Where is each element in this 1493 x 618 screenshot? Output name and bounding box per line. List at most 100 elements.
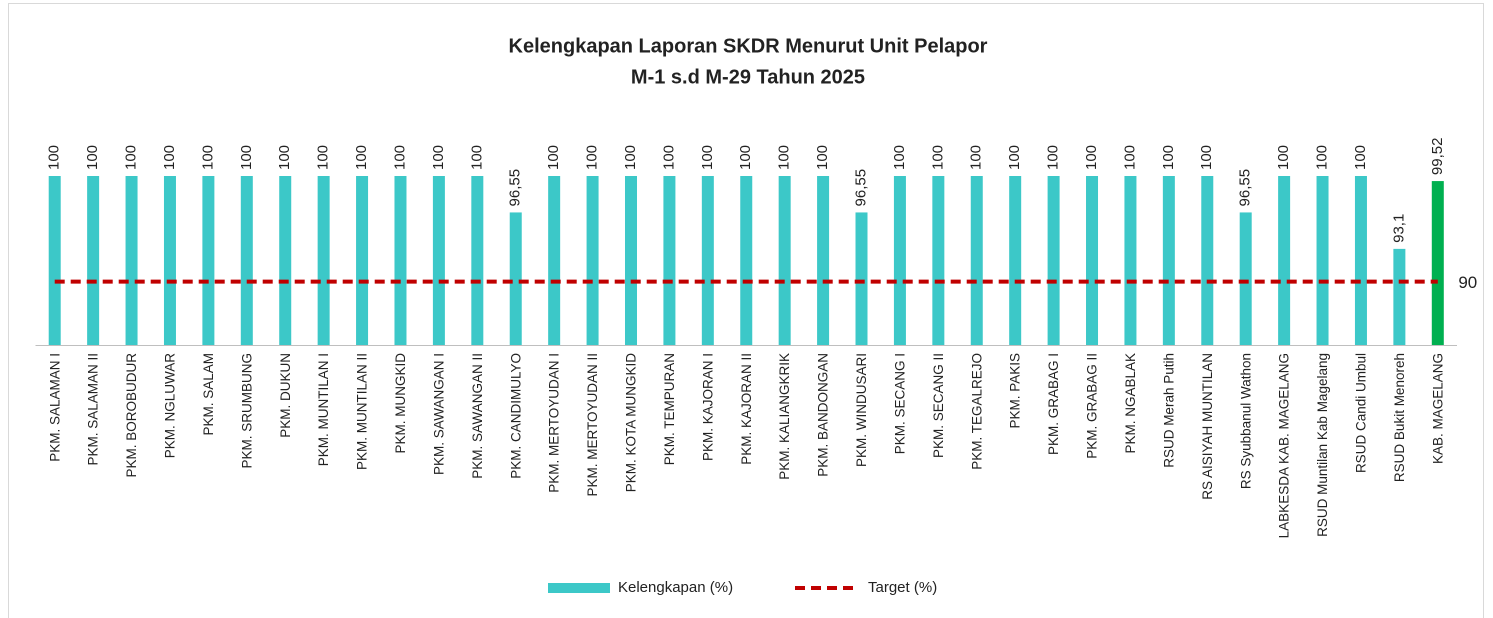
data-label: 100 xyxy=(968,145,985,170)
x-tick-label: PKM. KALIANGKRIK xyxy=(777,353,792,480)
data-label: 100 xyxy=(660,145,677,170)
bar xyxy=(317,176,330,345)
data-label: 100 xyxy=(929,145,946,170)
x-tick-label: PKM. NGLUWAR xyxy=(163,353,178,459)
x-tick-label: PKM. SAWANGAN I xyxy=(431,353,446,475)
x-tick-label: PKM. KAJORAN I xyxy=(700,353,715,461)
data-label: 100 xyxy=(584,145,601,170)
x-tick-label: PKM. GRABAG II xyxy=(1085,353,1100,459)
bar xyxy=(1393,248,1406,345)
bar xyxy=(509,212,522,345)
x-tick-label: PKM. TEGALREJO xyxy=(969,353,984,470)
data-label: 100 xyxy=(545,145,562,170)
bar xyxy=(1086,176,1099,345)
bar xyxy=(202,176,215,345)
data-label: 100 xyxy=(199,145,216,170)
x-tick-label: PKM. KAJORAN II xyxy=(739,353,754,465)
data-label: 100 xyxy=(776,145,793,170)
x-tick-label: PKM. SALAMAN I xyxy=(47,353,62,462)
bar xyxy=(1316,176,1329,345)
x-tick-label: PKM. SALAM xyxy=(201,353,216,436)
legend-label: Target (%) xyxy=(868,579,937,596)
x-tick-label: RSUD Bukit Menoreh xyxy=(1392,353,1407,482)
x-tick-label: PKM. BOROBUDUR xyxy=(124,353,139,478)
data-label: 100 xyxy=(737,145,754,170)
target-label: 90 xyxy=(1458,273,1477,292)
x-tick-label: LABKESDA KAB. MAGELANG xyxy=(1277,353,1292,538)
data-label: 100 xyxy=(430,145,447,170)
bar xyxy=(1124,176,1137,345)
bar xyxy=(1278,176,1291,345)
bar xyxy=(740,176,753,345)
data-label: 100 xyxy=(1045,145,1062,170)
x-tick-label: RSUD Merah Putih xyxy=(1161,353,1176,468)
bar xyxy=(1047,176,1060,345)
data-label: 100 xyxy=(84,145,101,170)
bar xyxy=(932,176,945,345)
bar xyxy=(1239,212,1252,345)
data-label: 100 xyxy=(161,145,178,170)
data-label: 100 xyxy=(622,145,639,170)
data-label: 99,52 xyxy=(1429,138,1446,176)
chart-title: Kelengkapan Laporan SKDR Menurut Unit Pe… xyxy=(509,35,988,57)
data-label: 100 xyxy=(699,145,716,170)
x-tick-label: PKM. GRABAG I xyxy=(1046,353,1061,455)
x-tick-label: PKM. MUNTILAN I xyxy=(316,353,331,466)
bar xyxy=(163,176,176,345)
x-tick-label: PKM. SALAMAN II xyxy=(86,353,101,466)
x-tick-label: PKM. BANDONGAN xyxy=(816,353,831,477)
data-label: 100 xyxy=(123,145,140,170)
x-tick-label: PKM. MERTOYUDAN II xyxy=(585,353,600,497)
x-tick-label: PKM. NGABLAK xyxy=(1123,353,1138,454)
data-label: 100 xyxy=(891,145,908,170)
data-label: 96,55 xyxy=(507,169,524,207)
chart-subtitle: M-1 s.d M-29 Tahun 2025 xyxy=(631,66,865,88)
data-label: 100 xyxy=(315,145,332,170)
x-tick-label: PKM. MUNGKID xyxy=(393,353,408,454)
data-label: 100 xyxy=(46,145,63,170)
data-label: 100 xyxy=(814,145,831,170)
bar xyxy=(778,176,791,345)
data-label: 100 xyxy=(1083,145,1100,170)
bar xyxy=(1009,176,1022,345)
x-tick-label: RS Syubbanul Wathon xyxy=(1238,353,1253,489)
bar xyxy=(279,176,292,345)
bar xyxy=(1354,176,1367,345)
data-label: 100 xyxy=(468,145,485,170)
bar xyxy=(471,176,484,345)
bar xyxy=(432,176,445,345)
data-label: 100 xyxy=(1198,145,1215,170)
bar xyxy=(1431,181,1444,345)
bar xyxy=(1162,176,1175,345)
x-tick-label: PKM. WINDUSARI xyxy=(854,353,869,467)
x-tick-label: PKM. CANDIMULYO xyxy=(508,353,523,479)
bar xyxy=(817,176,830,345)
x-tick-label: PKM. TEMPURAN xyxy=(662,353,677,465)
x-tick-label: PKM. PAKIS xyxy=(1008,353,1023,429)
x-tick-label: KAB. MAGELANG xyxy=(1430,353,1445,464)
x-tick-label: PKM. SECANG II xyxy=(931,353,946,458)
bar xyxy=(624,176,637,345)
bar xyxy=(548,176,561,345)
x-tick-label: RSUD Muntilan Kab Magelang xyxy=(1315,353,1330,537)
legend-swatch xyxy=(548,583,610,593)
bar xyxy=(1201,176,1214,345)
data-label: 100 xyxy=(238,145,255,170)
data-label: 100 xyxy=(1160,145,1177,170)
data-label: 93,1 xyxy=(1390,214,1407,243)
bar xyxy=(394,176,407,345)
x-tick-label: PKM. SAWANGAN II xyxy=(470,353,485,479)
x-tick-label: RS AISIYAH MUNTILAN xyxy=(1200,353,1215,500)
bar xyxy=(701,176,714,345)
bar xyxy=(970,176,983,345)
bar xyxy=(663,176,676,345)
data-label: 100 xyxy=(1352,145,1369,170)
data-label: 100 xyxy=(276,145,293,170)
bar xyxy=(87,176,100,345)
x-tick-label: RSUD Candi Umbul xyxy=(1354,353,1369,473)
bar xyxy=(240,176,253,345)
data-label: 100 xyxy=(1006,145,1023,170)
data-label: 96,55 xyxy=(852,169,869,207)
bar xyxy=(356,176,369,345)
